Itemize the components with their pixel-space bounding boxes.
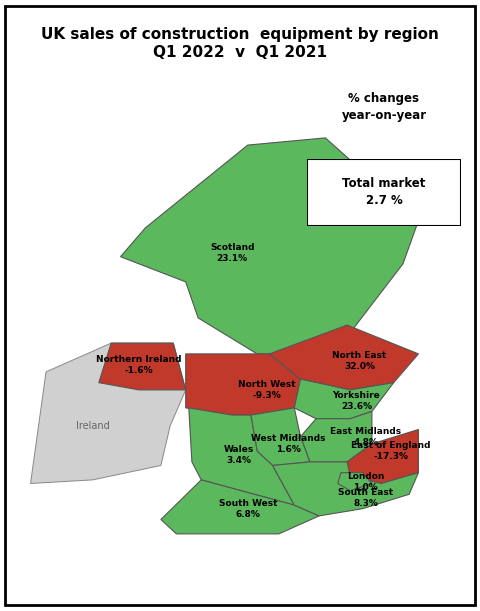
Text: West Midlands
1.6%: West Midlands 1.6% xyxy=(251,434,325,454)
Polygon shape xyxy=(161,480,319,534)
Polygon shape xyxy=(120,138,419,354)
Text: Total market
2.7 %: Total market 2.7 % xyxy=(342,177,426,208)
Polygon shape xyxy=(31,343,186,483)
Text: North West
-9.3%: North West -9.3% xyxy=(238,380,295,400)
Polygon shape xyxy=(251,408,310,466)
Text: London
1.0%: London 1.0% xyxy=(347,472,384,492)
Polygon shape xyxy=(189,408,294,505)
Polygon shape xyxy=(338,473,372,491)
Text: South East
8.3%: South East 8.3% xyxy=(338,488,393,508)
Polygon shape xyxy=(294,379,394,419)
Polygon shape xyxy=(273,462,419,516)
Text: Wales
3.4%: Wales 3.4% xyxy=(223,445,253,465)
Polygon shape xyxy=(269,325,419,390)
Text: Northern Ireland
-1.6%: Northern Ireland -1.6% xyxy=(96,354,182,375)
Text: East Midlands
4.8%: East Midlands 4.8% xyxy=(330,426,401,447)
Text: % changes
year-on-year: % changes year-on-year xyxy=(341,92,427,122)
Text: North East
32.0%: North East 32.0% xyxy=(332,351,386,371)
Text: Yorkshire
23.6%: Yorkshire 23.6% xyxy=(333,390,380,411)
FancyBboxPatch shape xyxy=(307,159,461,226)
Text: Scotland
23.1%: Scotland 23.1% xyxy=(210,243,254,263)
Text: South West
6.8%: South West 6.8% xyxy=(218,499,277,519)
Polygon shape xyxy=(186,354,300,415)
Text: Ireland: Ireland xyxy=(76,421,109,431)
Text: UK sales of construction  equipment by region
Q1 2022  v  Q1 2021: UK sales of construction equipment by re… xyxy=(41,27,439,60)
Text: East of England
-17.3%: East of England -17.3% xyxy=(351,441,430,461)
Polygon shape xyxy=(347,430,419,483)
Polygon shape xyxy=(300,411,372,462)
Polygon shape xyxy=(99,343,186,390)
